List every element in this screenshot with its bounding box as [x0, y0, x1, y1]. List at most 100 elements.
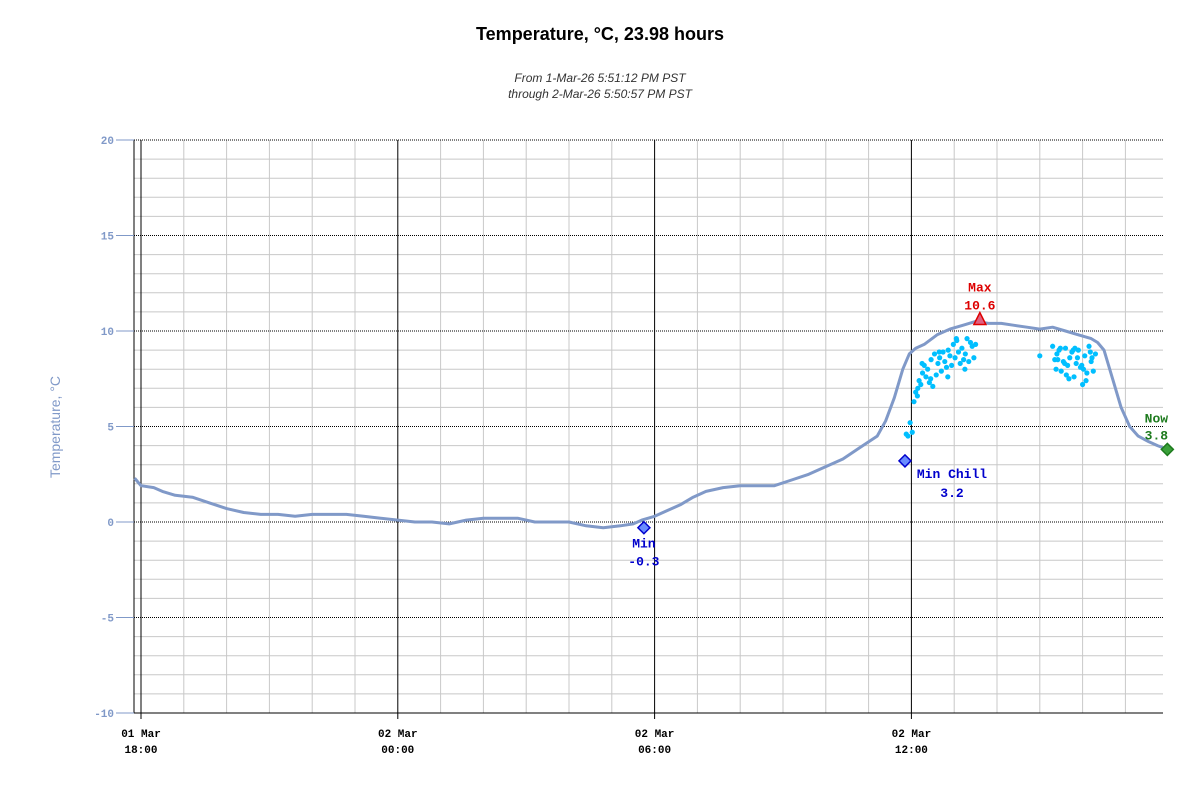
chill-point: [940, 349, 946, 355]
chart-subtitle-through: through 2-Mar-26 5:50:57 PM PST: [508, 87, 692, 101]
chill-points: [903, 336, 1099, 439]
chill-point: [973, 341, 979, 347]
chill-point: [1067, 355, 1073, 361]
min-marker: [636, 520, 651, 535]
chill-point: [1066, 376, 1072, 382]
chill-point: [1089, 355, 1095, 361]
chill-point: [909, 429, 915, 435]
chill-point: [1073, 360, 1079, 367]
min-label: Min: [632, 537, 656, 552]
chill-point: [936, 349, 942, 355]
y-tick-label: -5: [101, 614, 115, 626]
chill-point: [1053, 366, 1059, 372]
chill-point: [931, 351, 938, 357]
chill-point: [1062, 360, 1068, 367]
y-tick-label: 0: [107, 518, 114, 530]
chill-point: [1072, 345, 1078, 351]
chill-point: [942, 358, 948, 365]
temperature-line: [133, 319, 1168, 530]
chill-point: [935, 360, 941, 367]
chill-point: [933, 372, 939, 378]
chill-point: [1058, 368, 1064, 374]
x-tick-label-date: 02 Mar: [378, 729, 418, 741]
chill-point: [937, 355, 943, 361]
chill-point: [1055, 357, 1061, 363]
chill-point: [1037, 353, 1043, 359]
chill-point: [945, 347, 951, 353]
min-chill-marker: [897, 453, 913, 468]
y-axis-label: Temperature, °C: [47, 376, 63, 478]
chill-point: [1087, 349, 1093, 355]
chill-point: [923, 374, 929, 380]
max-marker: [972, 310, 988, 326]
chill-point: [905, 433, 911, 439]
min-value: -0.3: [628, 555, 659, 570]
chill-point: [945, 374, 951, 380]
min-chill-value: 3.2: [940, 486, 964, 501]
chill-point: [911, 399, 917, 405]
chill-point: [947, 353, 953, 359]
chill-point: [1083, 378, 1089, 384]
max-value: 10.6: [964, 299, 995, 314]
max-label: Max: [968, 281, 992, 296]
y-tick-label: 20: [101, 136, 114, 148]
chill-point: [1090, 368, 1096, 374]
now-label: Now: [1145, 411, 1169, 426]
chill-point: [961, 357, 967, 363]
chill-point: [1063, 372, 1069, 378]
chill-point: [943, 364, 950, 370]
chill-point: [1074, 355, 1081, 361]
chill-point: [1082, 353, 1088, 359]
x-tick-label-time: 06:00: [638, 745, 671, 757]
chill-point: [1086, 343, 1092, 349]
chill-point: [966, 358, 972, 365]
chill-point: [907, 420, 913, 426]
chill-point: [930, 383, 936, 389]
chill-point: [949, 362, 955, 368]
chill-point: [1080, 366, 1087, 372]
chill-point: [1084, 370, 1090, 376]
chill-point: [918, 381, 924, 388]
chill-point: [964, 336, 970, 342]
chill-point: [919, 370, 926, 376]
chill-point: [971, 355, 977, 361]
chill-point: [1057, 345, 1063, 351]
now-marker: [1160, 442, 1175, 457]
chill-point: [1054, 351, 1060, 357]
chart-title: Temperature, °C, 23.98 hours: [476, 24, 724, 44]
grid: [134, 139, 1163, 713]
chill-point: [925, 366, 931, 372]
y-tick-label: -10: [94, 709, 114, 721]
chill-point: [1050, 343, 1056, 349]
min-chill-label: Min Chill: [917, 467, 987, 482]
chart-subtitle-from: From 1-Mar-26 5:51:12 PM PST: [514, 71, 686, 85]
chill-point: [938, 368, 944, 374]
x-tick-label-time: 12:00: [895, 745, 928, 757]
y-tick-label: 15: [101, 232, 115, 244]
y-tick-label: 10: [101, 327, 114, 339]
chill-point: [952, 355, 958, 361]
chill-point: [915, 385, 921, 391]
x-tick-label-date: 02 Mar: [635, 729, 675, 741]
chill-point: [1071, 374, 1077, 380]
chill-point: [957, 360, 963, 367]
chill-point: [919, 360, 925, 367]
y-tick-label: 5: [107, 423, 114, 435]
chill-point: [955, 349, 962, 355]
x-tick-label-date: 01 Mar: [121, 729, 161, 741]
chill-point: [928, 357, 934, 363]
chill-point: [928, 376, 934, 382]
chill-point: [959, 345, 965, 351]
chill-point: [1062, 345, 1069, 351]
x-tick-label-time: 00:00: [381, 745, 414, 757]
chill-point: [1092, 351, 1099, 357]
x-tick-label-time: 18:00: [124, 745, 157, 757]
chill-point: [962, 351, 968, 357]
chill-point: [1080, 381, 1086, 388]
now-value: 3.8: [1145, 428, 1169, 443]
chill-point: [953, 336, 959, 342]
chill-point: [950, 341, 956, 347]
x-tick-label-date: 02 Mar: [892, 729, 932, 741]
chill-point: [962, 366, 968, 372]
